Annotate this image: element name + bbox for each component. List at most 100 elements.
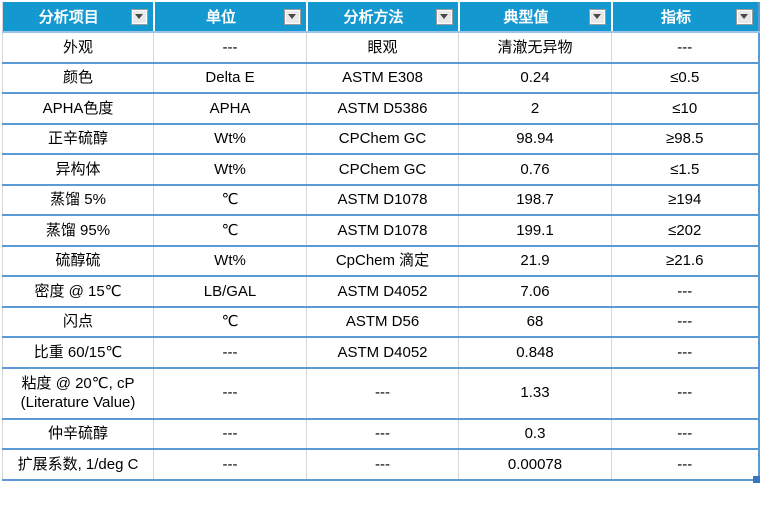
cell[interactable]: 68 [458, 306, 612, 338]
table-resize-handle[interactable] [753, 475, 760, 483]
cell[interactable]: --- [611, 32, 759, 64]
column-header[interactable]: 指标 [611, 2, 759, 33]
cell[interactable]: ≥194 [611, 184, 759, 216]
column-header[interactable]: 分析项目 [2, 2, 155, 33]
cell[interactable]: 正辛硫醇 [2, 123, 154, 155]
table-row: 密度 @ 15℃ LB/GAL ASTM D4052 7.06 --- [2, 276, 759, 308]
cell[interactable]: --- [153, 32, 307, 64]
cell[interactable]: ≤0.5 [611, 62, 759, 94]
cell[interactable]: ≤202 [611, 215, 759, 247]
column-header[interactable]: 分析方法 [306, 2, 460, 33]
table-row: 蒸馏 5% ℃ ASTM D1078 198.7 ≥194 [2, 184, 759, 216]
cell[interactable]: --- [611, 367, 759, 420]
cell[interactable]: 0.76 [458, 154, 612, 186]
filter-button[interactable] [283, 8, 301, 25]
cell[interactable]: --- [611, 276, 759, 308]
cell[interactable]: 98.94 [458, 123, 612, 155]
cell[interactable]: --- [153, 449, 307, 480]
cell[interactable]: 1.33 [458, 367, 612, 420]
cell[interactable]: APHA [153, 93, 307, 125]
chevron-down-icon [593, 14, 601, 19]
filter-button[interactable] [435, 8, 453, 25]
cell[interactable]: --- [153, 418, 307, 450]
cell[interactable]: ASTM D5386 [306, 93, 459, 125]
chevron-down-icon [440, 14, 448, 19]
cell[interactable]: 0.00078 [458, 449, 612, 480]
cell[interactable]: --- [153, 337, 307, 369]
cell[interactable]: ℃ [153, 184, 307, 216]
cell[interactable]: Wt% [153, 154, 307, 186]
cell[interactable]: --- [611, 337, 759, 369]
table-row: 闪点 ℃ ASTM D56 68 --- [2, 306, 759, 338]
cell[interactable]: 硫醇硫 [2, 245, 154, 277]
cell[interactable]: --- [611, 449, 759, 480]
table-row: 硫醇硫 Wt% CpChem 滴定 21.9 ≥21.6 [2, 245, 759, 277]
cell[interactable]: ASTM D1078 [306, 184, 459, 216]
cell[interactable]: 眼观 [306, 32, 459, 64]
cell[interactable]: 扩展系数, 1/deg C [2, 449, 154, 480]
cell[interactable]: 密度 @ 15℃ [2, 276, 154, 308]
table-row: 异构体 Wt% CPChem GC 0.76 ≤1.5 [2, 154, 759, 186]
table-row: 粘度 @ 20℃, cP (Literature Value) --- --- 1.3… [2, 367, 759, 420]
cell[interactable]: 198.7 [458, 184, 612, 216]
chevron-down-icon [288, 14, 296, 19]
filter-button[interactable] [588, 8, 606, 25]
cell[interactable]: --- [153, 367, 307, 420]
filter-button[interactable] [130, 8, 148, 25]
cell[interactable]: CpChem 滴定 [306, 245, 459, 277]
cell[interactable]: --- [306, 367, 459, 420]
cell[interactable]: Delta E [153, 62, 307, 94]
cell[interactable]: --- [306, 449, 459, 480]
cell[interactable]: 仲辛硫醇 [2, 418, 154, 450]
cell[interactable]: 外观 [2, 32, 154, 64]
cell[interactable]: LB/GAL [153, 276, 307, 308]
cell[interactable]: ℃ [153, 306, 307, 338]
cell[interactable]: 粘度 @ 20℃, cP (Literature Value) [2, 367, 154, 420]
column-header-label: 指标 [660, 9, 691, 26]
column-header-label: 分析项目 [38, 9, 99, 26]
cell[interactable]: 闪点 [2, 306, 154, 338]
cell[interactable]: ℃ [153, 215, 307, 247]
cell[interactable]: 比重 60/15℃ [2, 337, 154, 369]
column-header-label: 典型值 [503, 9, 549, 26]
column-header-label: 分析方法 [343, 9, 404, 26]
cell[interactable]: CPChem GC [306, 123, 459, 155]
cell[interactable]: ASTM D56 [306, 306, 459, 338]
cell[interactable]: 0.848 [458, 337, 612, 369]
cell[interactable]: ASTM D4052 [306, 276, 459, 308]
cell[interactable]: 0.24 [458, 62, 612, 94]
cell[interactable]: 异构体 [2, 154, 154, 186]
cell[interactable]: ASTM D1078 [306, 215, 459, 247]
cell[interactable]: --- [611, 306, 759, 338]
cell[interactable]: 蒸馏 5% [2, 184, 154, 216]
cell[interactable]: ≥21.6 [611, 245, 759, 277]
header-row: 分析项目 单位 分析方法 典型值 指标 [2, 2, 759, 33]
cell[interactable]: ASTM E308 [306, 62, 459, 94]
cell[interactable]: --- [306, 418, 459, 450]
cell[interactable]: 7.06 [458, 276, 612, 308]
cell[interactable]: ASTM D4052 [306, 337, 459, 369]
cell[interactable]: 199.1 [458, 215, 612, 247]
cell[interactable]: APHA色度 [2, 93, 154, 125]
table-row: 颜色 Delta E ASTM E308 0.24 ≤0.5 [2, 62, 759, 94]
cell[interactable]: Wt% [153, 245, 307, 277]
table-row: 仲辛硫醇 --- --- 0.3 --- [2, 418, 759, 450]
cell[interactable]: 清澈无异物 [458, 32, 612, 64]
cell[interactable]: 颜色 [2, 62, 154, 94]
cell[interactable]: ≤1.5 [611, 154, 759, 186]
cell[interactable]: ≤10 [611, 93, 759, 125]
table-row: 外观 --- 眼观 清澈无异物 --- [2, 32, 759, 64]
cell[interactable]: ≥98.5 [611, 123, 759, 155]
cell[interactable]: 2 [458, 93, 612, 125]
column-header-label: 单位 [205, 9, 236, 26]
cell[interactable]: --- [611, 418, 759, 450]
column-header[interactable]: 典型值 [458, 2, 613, 33]
column-header[interactable]: 单位 [153, 2, 308, 33]
analysis-spec-table: 分析项目 单位 分析方法 典型值 指标 外观 --- 眼观 清澈无异物 --- 颜色 Delta E… [2, 2, 760, 481]
cell[interactable]: 0.3 [458, 418, 612, 450]
cell[interactable]: CPChem GC [306, 154, 459, 186]
cell[interactable]: Wt% [153, 123, 307, 155]
cell[interactable]: 21.9 [458, 245, 612, 277]
filter-button[interactable] [735, 8, 753, 25]
cell[interactable]: 蒸馏 95% [2, 215, 154, 247]
